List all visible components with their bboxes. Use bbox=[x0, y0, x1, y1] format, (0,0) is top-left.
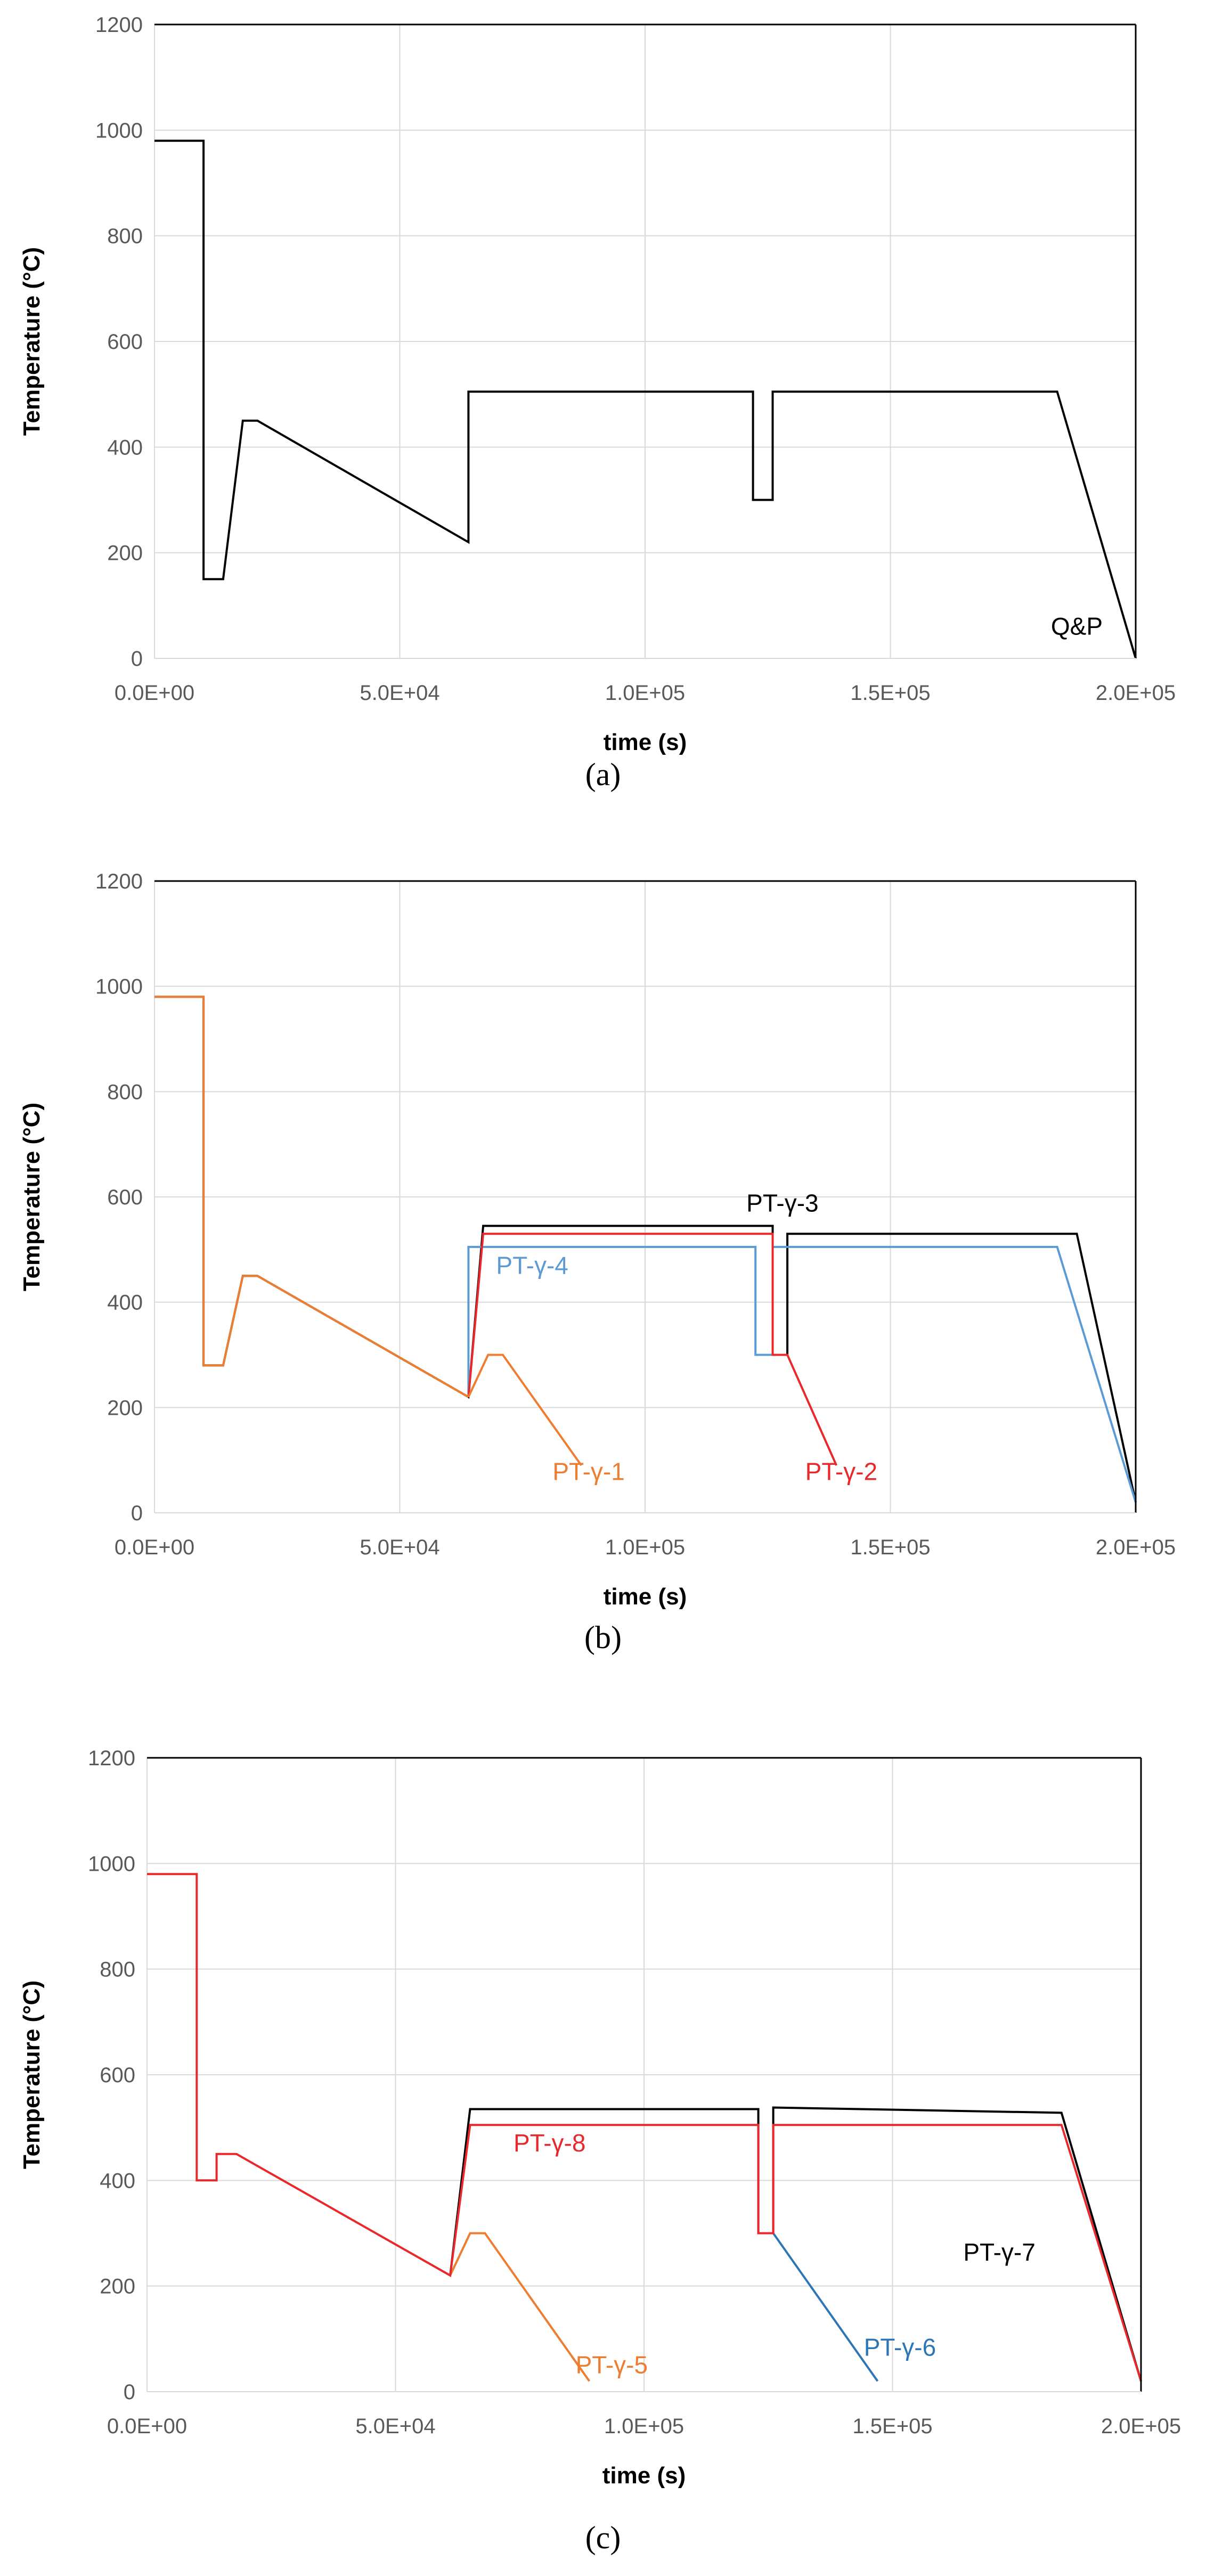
y-tick-label: 0 bbox=[131, 1502, 143, 1525]
y-tick-label: 800 bbox=[107, 225, 143, 248]
series-annotation: PT-γ-8 bbox=[514, 2129, 585, 2157]
x-tick-label: 1.0E+05 bbox=[604, 2415, 684, 2438]
y-tick-label: 800 bbox=[107, 1080, 143, 1104]
x-tick-label: 2.0E+05 bbox=[1096, 1536, 1176, 1559]
x-tick-label: 2.0E+05 bbox=[1101, 2415, 1181, 2438]
chart-panel-a: 0 200 400 600 800 1000 1200 0.0E+00 5.0E+04 1.0E+… bbox=[0, 0, 1206, 810]
x-tick-label: 0.0E+00 bbox=[115, 681, 194, 705]
x-tick-label: 1.5E+05 bbox=[850, 681, 930, 705]
x-tick-label: 5.0E+04 bbox=[360, 1536, 439, 1559]
series-line-5 bbox=[154, 996, 469, 1398]
x-tick-label: 1.5E+05 bbox=[850, 1536, 930, 1559]
y-tick-label: 1200 bbox=[88, 1747, 135, 1770]
y-tick-label: 1000 bbox=[88, 1852, 135, 1876]
x-axis-label: time (s) bbox=[604, 729, 687, 755]
series-annotation: PT-γ-4 bbox=[496, 1251, 568, 1279]
series-annotation: PT-γ-2 bbox=[805, 1458, 877, 1486]
caption-b: (b) bbox=[584, 1620, 622, 1655]
y-tick-label: 1000 bbox=[95, 975, 143, 999]
y-tick-label: 1200 bbox=[95, 13, 143, 37]
series-line-2 bbox=[467, 1245, 1137, 1503]
y-tick-label: 1200 bbox=[95, 870, 143, 893]
series-annotation: PT-γ-1 bbox=[552, 1458, 624, 1486]
y-axis-label: Temperature (°C) bbox=[19, 1980, 45, 2169]
series-annotation: Q&P bbox=[1051, 612, 1103, 640]
y-tick-label: 200 bbox=[107, 1396, 143, 1420]
x-tick-label: 1.0E+05 bbox=[605, 1536, 685, 1559]
x-tick-label: 5.0E+04 bbox=[360, 681, 439, 705]
x-tick-label: 0.0E+00 bbox=[107, 2415, 187, 2438]
series-line-1 bbox=[154, 140, 1137, 659]
y-tick-label: 200 bbox=[100, 2275, 135, 2298]
x-axis-label: time (s) bbox=[604, 1584, 687, 1610]
series-line-2 bbox=[449, 2232, 591, 2382]
x-tick-label: 5.0E+04 bbox=[355, 2415, 435, 2438]
series-line-3 bbox=[467, 1233, 838, 1466]
series-annotation: PT-γ-7 bbox=[963, 2238, 1035, 2266]
y-tick-label: 0 bbox=[131, 647, 143, 671]
y-tick-label: 800 bbox=[100, 1958, 135, 1982]
series-line-4 bbox=[467, 1354, 582, 1466]
caption-c: (c) bbox=[585, 2520, 621, 2555]
y-tick-label: 600 bbox=[107, 1186, 143, 1209]
y-tick-label: 200 bbox=[107, 542, 143, 565]
y-tick-label: 400 bbox=[100, 2169, 135, 2192]
y-axis-label: Temperature (°C) bbox=[19, 247, 45, 436]
y-axis-label: Temperature (°C) bbox=[19, 1103, 45, 1291]
x-tick-label: 0.0E+00 bbox=[115, 1536, 194, 1559]
series-annotation: PT-γ-6 bbox=[864, 2334, 936, 2361]
chart-c: 0 200 400 600 800 1000 1200 0.0E+00 5.0E+04 1.0E+… bbox=[19, 1747, 1181, 2489]
chart-panel-b: 0 200 400 600 800 1000 1200 0.0E+00 5.0E+04 1.0E+… bbox=[0, 858, 1206, 1699]
y-tick-label: 400 bbox=[107, 436, 143, 459]
x-tick-label: 1.5E+05 bbox=[852, 2415, 932, 2438]
caption-a: (a) bbox=[585, 757, 621, 792]
x-tick-label: 1.0E+05 bbox=[605, 681, 685, 705]
series-line-3 bbox=[758, 2232, 879, 2382]
x-axis-label: time (s) bbox=[602, 2463, 686, 2489]
y-tick-label: 0 bbox=[124, 2381, 135, 2404]
series-annotation: PT-γ-5 bbox=[576, 2351, 648, 2378]
series-line-4 bbox=[147, 1873, 1142, 2382]
y-tick-label: 1000 bbox=[95, 119, 143, 142]
chart-b: 0 200 400 600 800 1000 1200 0.0E+00 5.0E+04 1.0E+… bbox=[19, 870, 1176, 1610]
y-tick-label: 400 bbox=[107, 1291, 143, 1315]
y-tick-label: 600 bbox=[107, 330, 143, 354]
x-tick-label: 2.0E+05 bbox=[1096, 681, 1176, 705]
chart-panel-c: 0 200 400 600 800 1000 1200 0.0E+00 5.0E+04 1.0E+… bbox=[0, 1737, 1206, 2576]
series-annotation: PT-γ-3 bbox=[746, 1189, 818, 1217]
chart-a: 0 200 400 600 800 1000 1200 0.0E+00 5.0E+04 1.0E+… bbox=[19, 13, 1176, 755]
y-tick-label: 600 bbox=[100, 2064, 135, 2087]
